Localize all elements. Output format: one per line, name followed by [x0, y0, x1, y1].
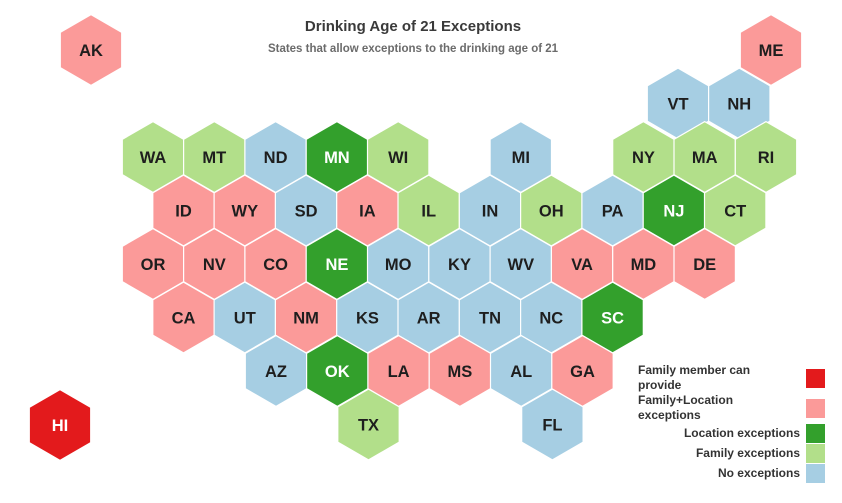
state-hex-nm[interactable]: NM	[274, 281, 338, 354]
state-hex-de[interactable]: DE	[673, 227, 737, 301]
state-label: MI	[512, 149, 530, 167]
state-label: IN	[482, 203, 499, 221]
hex-shape	[673, 227, 737, 301]
legend-swatch-family-member	[806, 369, 825, 388]
state-label: WY	[232, 203, 259, 221]
state-label: UT	[234, 310, 256, 328]
state-label: VT	[667, 96, 688, 114]
state-label: OH	[539, 203, 564, 221]
state-label: RI	[758, 149, 775, 167]
state-hex-fl[interactable]: FL	[521, 388, 584, 461]
hex-shape	[521, 388, 584, 461]
state-label: TX	[358, 417, 379, 435]
state-label: NC	[539, 310, 563, 328]
state-label: VA	[571, 256, 593, 274]
state-label: IL	[421, 203, 436, 221]
state-hex-md[interactable]: MD	[612, 227, 675, 301]
state-hex-hi[interactable]: HI	[28, 388, 92, 462]
state-label: NM	[293, 310, 319, 328]
state-label: NJ	[663, 203, 684, 221]
state-label: FL	[542, 417, 562, 435]
state-label: CT	[724, 203, 746, 221]
state-label: AR	[417, 310, 441, 328]
state-hex-nd[interactable]: ND	[244, 120, 307, 194]
state-label: MA	[692, 149, 718, 167]
state-hex-mn[interactable]: MN	[305, 120, 369, 194]
state-label: TN	[479, 310, 501, 328]
legend-label: Location exceptions	[683, 426, 800, 440]
state-hex-va[interactable]: VA	[550, 227, 614, 301]
state-label: CA	[172, 310, 196, 328]
legend-label: Family exceptions	[695, 446, 800, 460]
state-label: KS	[356, 310, 379, 328]
state-hex-mi[interactable]: MI	[489, 120, 553, 194]
state-hex-ct[interactable]: CT	[703, 174, 767, 247]
state-label: IA	[359, 203, 376, 221]
legend-swatch-family	[806, 444, 825, 463]
state-hex-or[interactable]: OR	[121, 227, 185, 301]
state-hex-tx[interactable]: TX	[337, 388, 400, 461]
state-hex-nh[interactable]: NH	[707, 67, 771, 140]
state-hex-ny[interactable]: NY	[612, 120, 675, 194]
legend-swatch-location	[806, 424, 825, 443]
state-hex-sc[interactable]: SC	[581, 281, 644, 354]
state-label: AK	[79, 42, 103, 60]
state-label: GA	[570, 363, 595, 381]
legend-label: No exceptions	[717, 466, 800, 480]
state-label: WA	[140, 149, 167, 167]
state-label: AL	[510, 363, 532, 381]
legend-label: Family+Location exceptions	[638, 393, 734, 422]
state-label: SC	[601, 310, 624, 328]
state-label: MS	[448, 363, 473, 381]
state-label: NH	[727, 96, 751, 114]
state-label: MT	[202, 149, 226, 167]
state-label: DE	[693, 256, 716, 274]
state-label: WV	[508, 256, 535, 274]
hex-shape	[59, 13, 123, 87]
state-label: MN	[324, 149, 350, 167]
state-label: ID	[175, 203, 192, 221]
state-label: NE	[325, 256, 348, 274]
state-label: KY	[448, 256, 471, 274]
state-hex-ca[interactable]: CA	[152, 281, 215, 354]
state-label: MD	[631, 256, 657, 274]
state-label: ND	[264, 149, 288, 167]
legend-swatch-family-location	[806, 399, 825, 418]
hex-shape	[739, 13, 803, 87]
legend-swatch-none	[806, 464, 825, 483]
state-label: HI	[52, 417, 69, 435]
chart-title: Drinking Age of 21 Exceptions	[304, 18, 522, 35]
state-hex-me[interactable]: ME	[739, 13, 803, 87]
hex-shape	[337, 388, 400, 461]
state-label: PA	[602, 203, 624, 221]
state-hex-az[interactable]: AZ	[244, 334, 308, 408]
state-label: AZ	[265, 363, 287, 381]
state-hex-ma[interactable]: MA	[673, 120, 737, 194]
state-label: NY	[632, 149, 655, 167]
state-hex-ne[interactable]: NE	[305, 227, 369, 301]
state-label: WI	[388, 149, 408, 167]
state-label: MO	[385, 256, 412, 274]
chart-subtitle: States that allow exceptions to the drin…	[267, 43, 559, 55]
state-label: NV	[203, 256, 226, 274]
state-hex-ak[interactable]: AK	[59, 13, 123, 87]
hex-shape	[28, 388, 92, 462]
legend-label: Family member can provide	[638, 363, 751, 392]
state-label: OR	[141, 256, 166, 274]
state-hex-al[interactable]: AL	[489, 334, 553, 408]
state-label: CO	[263, 256, 288, 274]
state-label: LA	[388, 363, 410, 381]
state-label: ME	[759, 42, 784, 60]
state-hex-wv[interactable]: WV	[489, 227, 553, 301]
state-label: OK	[325, 363, 350, 381]
state-label: SD	[295, 203, 318, 221]
